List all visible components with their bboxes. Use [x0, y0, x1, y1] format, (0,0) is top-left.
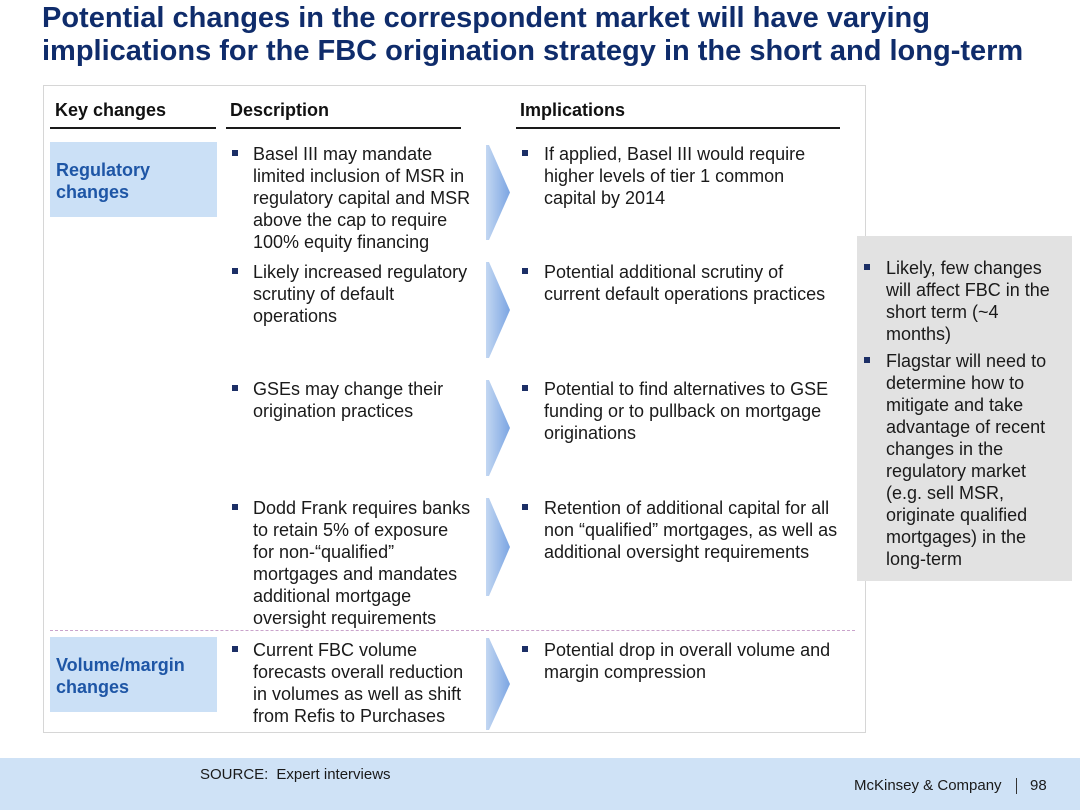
source-text: Expert interviews	[276, 766, 391, 783]
description-item: GSEs may change their origination practi…	[232, 378, 443, 422]
company-name: McKinsey & Company	[854, 777, 1002, 794]
description-text: Dodd Frank requires banks to retain 5% o…	[253, 498, 471, 628]
column-header-key-changes: Key changes	[55, 100, 167, 120]
header-underline-implications	[516, 127, 840, 129]
footer-band: SOURCE: Expert interviews McKinsey & Comp…	[0, 758, 1080, 810]
description-text: Current FBC volume forecasts overall red…	[253, 640, 464, 726]
square-bullet-icon	[232, 385, 238, 391]
column-header-implications: Implications	[520, 100, 626, 120]
description-item: Current FBC volume forecasts overall red…	[232, 639, 463, 727]
implication-item: Potential to find alternatives to GSE fu…	[522, 378, 828, 444]
description-text: Basel III may mandate limited inclusion …	[253, 144, 471, 252]
source-label: SOURCE:	[200, 766, 269, 783]
summary-item: Flagstar will need to determine how to m…	[864, 350, 1046, 570]
key-change-label: Regulatory changes	[56, 160, 151, 202]
header-underline-key-changes	[50, 127, 216, 129]
square-bullet-icon	[232, 268, 238, 274]
key-change-volume-margin: Volume/margin changes	[50, 637, 217, 712]
description-item: Dodd Frank requires banks to retain 5% o…	[232, 497, 470, 629]
implication-text: Potential to find alternatives to GSE fu…	[544, 379, 829, 443]
chevron-arrow-icon	[486, 380, 510, 476]
square-bullet-icon	[864, 264, 870, 270]
key-change-label: Volume/margin changes	[56, 655, 185, 697]
implication-item: If applied, Basel III would require high…	[522, 143, 805, 209]
slide-title: Potential changes in the correspondent m…	[42, 2, 1024, 67]
summary-text: Flagstar will need to determine how to m…	[886, 351, 1047, 569]
square-bullet-icon	[232, 150, 238, 156]
square-bullet-icon	[522, 504, 528, 510]
row-arrows	[486, 145, 510, 730]
summary-item: Likely, few changes will affect FBC in t…	[864, 257, 1050, 345]
description-text: Likely increased regulatory scrutiny of …	[253, 262, 468, 326]
implication-item: Retention of additional capital for all …	[522, 497, 837, 563]
source-note: SOURCE: Expert interviews	[200, 766, 391, 784]
description-text: GSEs may change their origination practi…	[253, 379, 444, 421]
column-header-description: Description	[230, 100, 330, 120]
page-number: 98	[1030, 777, 1047, 794]
square-bullet-icon	[232, 646, 238, 652]
square-bullet-icon	[232, 504, 238, 510]
chevron-arrow-icon	[486, 498, 510, 596]
implication-text: Retention of additional capital for all …	[544, 498, 838, 562]
chevron-arrow-icon	[486, 638, 510, 730]
section-separator	[50, 630, 855, 631]
implication-text: Potential additional scrutiny of current…	[544, 262, 826, 304]
chevron-arrow-icon	[486, 262, 510, 358]
description-item: Basel III may mandate limited inclusion …	[232, 143, 470, 253]
square-bullet-icon	[522, 646, 528, 652]
implication-item: Potential additional scrutiny of current…	[522, 261, 825, 305]
footer-divider	[1016, 778, 1017, 794]
square-bullet-icon	[522, 268, 528, 274]
summary-text: Likely, few changes will affect FBC in t…	[886, 258, 1050, 344]
summary-box: Likely, few changes will affect FBC in t…	[857, 236, 1072, 581]
square-bullet-icon	[522, 150, 528, 156]
square-bullet-icon	[522, 385, 528, 391]
square-bullet-icon	[864, 357, 870, 363]
header-underline-description	[226, 127, 461, 129]
implication-text: If applied, Basel III would require high…	[544, 144, 806, 208]
key-change-regulatory: Regulatory changes	[50, 142, 217, 217]
implication-item: Potential drop in overall volume and mar…	[522, 639, 830, 683]
chevron-arrow-icon	[486, 145, 510, 240]
implication-text: Potential drop in overall volume and mar…	[544, 640, 831, 682]
description-item: Likely increased regulatory scrutiny of …	[232, 261, 467, 327]
